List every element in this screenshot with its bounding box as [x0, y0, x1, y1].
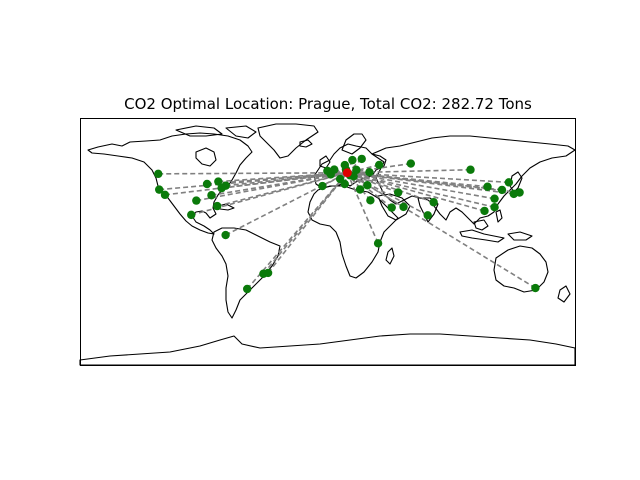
coast-philippines	[495, 209, 503, 223]
city-marker	[355, 185, 365, 194]
city-marker	[393, 188, 403, 197]
city-marker	[490, 194, 499, 203]
coast-scandinavia	[341, 133, 367, 155]
city-marker	[213, 201, 222, 211]
route-line	[347, 168, 471, 174]
route-line	[347, 171, 509, 184]
city-marker	[497, 185, 507, 195]
route-line	[346, 172, 393, 209]
route-line	[347, 172, 399, 194]
city-marker	[335, 174, 345, 184]
city-marker	[330, 165, 339, 174]
city-marker	[352, 165, 361, 175]
city-marker	[423, 211, 432, 220]
optimal-location-marker	[342, 168, 352, 178]
city-marker	[221, 230, 230, 240]
city-marker	[480, 206, 489, 216]
route-line	[347, 171, 495, 208]
city-marker	[357, 154, 366, 164]
route-line	[211, 171, 348, 197]
city-marker	[263, 268, 273, 278]
optimal-location	[342, 168, 352, 178]
route-line	[347, 171, 434, 204]
map-title: CO2 Optimal Location: Prague, Total CO2:…	[124, 95, 532, 113]
city-marker	[509, 189, 519, 199]
route-line	[217, 171, 348, 207]
routes	[158, 158, 536, 290]
city-marker	[483, 182, 492, 191]
city-marker	[375, 160, 384, 170]
city-marker	[155, 185, 164, 194]
city-marker	[399, 202, 408, 212]
map-axes	[79, 118, 576, 366]
city-marker	[318, 181, 327, 191]
route-line	[346, 172, 379, 244]
coast-arabia	[377, 193, 411, 221]
coast-south-america	[211, 227, 281, 319]
coast-australia	[493, 245, 549, 293]
city-marker	[243, 284, 252, 294]
city-marker	[207, 191, 216, 200]
city-marker	[202, 179, 212, 189]
route-line	[262, 172, 348, 275]
city-marker	[348, 155, 357, 165]
route-line	[196, 171, 348, 202]
city-marker	[466, 165, 475, 174]
coastlines	[79, 123, 576, 366]
coast-europe	[313, 143, 387, 189]
route-line	[347, 171, 495, 200]
coast-arctic-islands	[175, 125, 223, 137]
city-marker	[504, 178, 514, 187]
city-marker	[363, 181, 372, 190]
coast-greenland	[257, 123, 319, 159]
coast-arctic-islands-2	[225, 125, 257, 139]
city-marker	[154, 169, 163, 179]
coast-africa	[307, 185, 399, 279]
route-line	[346, 172, 429, 216]
city-marker	[160, 190, 170, 200]
coast-hudson-bay	[195, 147, 217, 167]
city-marker	[192, 196, 201, 205]
coast-asia	[371, 135, 576, 225]
coast-iceland	[299, 139, 313, 148]
city-marker	[531, 283, 540, 293]
city-marker	[217, 183, 226, 193]
city-marker	[406, 159, 416, 168]
route-line	[267, 172, 348, 274]
route-line	[346, 172, 536, 289]
coast-madagascar	[385, 247, 395, 265]
coast-antarctica	[79, 333, 576, 366]
route-line	[225, 172, 348, 236]
cities	[154, 154, 540, 294]
city-marker	[187, 210, 196, 220]
city-marker	[429, 198, 438, 207]
route-line	[225, 171, 348, 187]
city-marker	[365, 168, 374, 177]
route-line	[322, 172, 348, 187]
city-marker	[373, 239, 383, 248]
route-line	[221, 171, 348, 189]
city-marker	[387, 203, 396, 212]
coast-new-guinea	[507, 231, 533, 241]
map-frame	[80, 118, 576, 366]
coast-new-zealand	[557, 285, 571, 303]
coast-british-isles	[319, 155, 331, 169]
city-marker	[490, 202, 499, 212]
city-marker	[214, 177, 223, 186]
coast-indonesia	[459, 229, 505, 243]
city-marker	[366, 196, 375, 205]
coast-borneo	[473, 219, 489, 231]
